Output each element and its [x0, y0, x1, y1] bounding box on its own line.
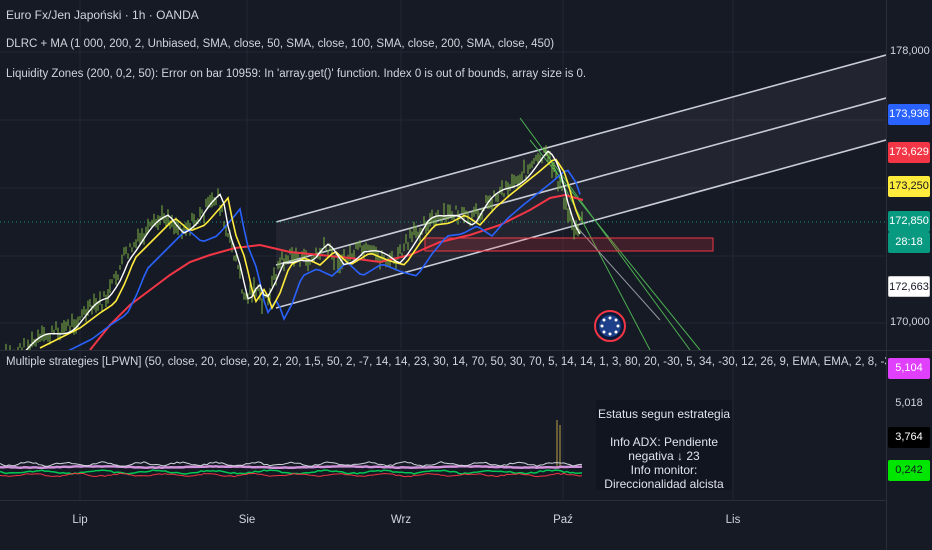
oscillator-violet: [0, 464, 583, 470]
liquidity-zone: [424, 237, 714, 252]
grid: [79, 350, 734, 500]
status-monitor: Info monitor: Direccionalidad alcista: [604, 463, 724, 491]
bar-countdown: 28:18: [888, 232, 930, 253]
grid: [0, 0, 886, 350]
indicator-label-black: 3,764: [888, 427, 930, 448]
indicator-label-violet: 5,104: [888, 358, 930, 379]
indicator-chart: [0, 350, 734, 500]
symbol-title[interactable]: Euro Fx/Jen Japoński · 1h · OANDA: [6, 8, 199, 22]
price-chart[interactable]: [0, 0, 886, 350]
price-label-red: 173,629: [888, 142, 930, 163]
indicator-legend-dlrc[interactable]: DLRC + MA (1 000, 200, 2, Unbiased, SMA,…: [6, 38, 555, 50]
time-label: Lis: [725, 514, 741, 526]
price-axis[interactable]: 178,000 170,000 173,936 173,629 173,250 …: [886, 0, 932, 550]
indicator-label-value: 5,018: [888, 393, 930, 414]
price-label-last: 172,850: [888, 211, 930, 232]
time-axis[interactable]: Lip Sie Wrz Paź Lis: [0, 500, 886, 550]
pane-separator[interactable]: [0, 350, 932, 351]
time-label: Lip: [72, 514, 88, 526]
price-label-blue: 173,936: [888, 104, 930, 125]
price-tick: 178,000: [890, 45, 930, 57]
ma-blue-line: [68, 169, 581, 350]
price-label-yellow: 173,250: [888, 176, 930, 197]
time-label: Sie: [238, 514, 256, 526]
indicator-legend-liquidity-zones[interactable]: Liquidity Zones (200, 0,2, 50): Error on…: [6, 68, 587, 80]
time-label: Paź: [553, 514, 573, 526]
indicator-legend-multiple-strategies[interactable]: Multiple strategies [LPWN] (50, close, 2…: [6, 356, 886, 368]
price-tick: 170,000: [890, 316, 930, 328]
ma-red-line: [89, 193, 584, 350]
oscillator-red: [0, 472, 583, 478]
channel-upper-line: [275, 54, 886, 223]
ma-white-line: [25, 150, 581, 350]
status-adx: Info ADX: Pendiente negativa ↓ 23: [609, 435, 719, 463]
time-label: Wrz: [390, 514, 412, 526]
trend-line-gray: [574, 224, 661, 321]
indicator-pane[interactable]: Multiple strategies [LPWN] (50, close, 2…: [0, 350, 886, 500]
target-badge-icon[interactable]: [594, 310, 626, 342]
price-label-white: 172,663: [888, 276, 930, 297]
trend-line-green-3: [529, 139, 701, 350]
indicator-label-green: 0,242: [888, 460, 930, 481]
oscillator-white: [0, 461, 583, 467]
main-price-pane[interactable]: Euro Fx/Jen Japoński · 1h · OANDA DLRC +…: [0, 0, 886, 350]
channel-lower-line: [275, 139, 886, 309]
channel-middle-line: [275, 97, 886, 266]
oscillator-green: [0, 469, 583, 475]
status-heading: Estatus segun estrategia: [597, 407, 731, 421]
strategy-status-table: Estatus segun estrategia Info ADX: Pendi…: [596, 400, 732, 491]
